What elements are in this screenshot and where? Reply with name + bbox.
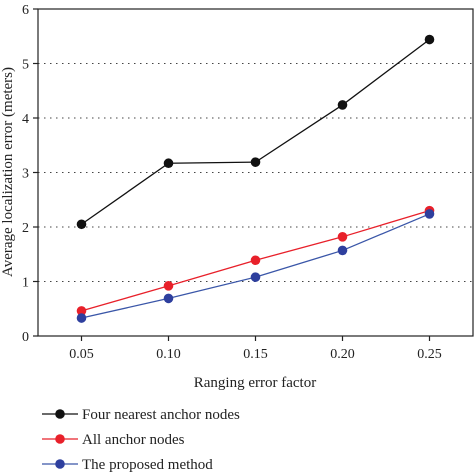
x-tick-label: 0.10 [156,347,181,362]
data-point [250,157,261,167]
data-point [76,313,87,323]
data-point [337,232,348,242]
legend: Four nearest anchor nodes All anchor node… [42,407,240,473]
series-0 [76,34,435,230]
legend-label: Four nearest anchor nodes [82,407,240,423]
x-tick-label: 0.20 [330,347,355,362]
legend-marker [55,434,65,444]
y-tick-label: 5 [22,58,29,73]
data-point [163,281,174,291]
y-tick-label: 3 [22,167,29,182]
x-axis-label: Ranging error factor [194,375,316,391]
data-point [250,255,261,266]
series [76,34,435,323]
y-tick-label: 0 [22,330,29,345]
data-point [424,209,435,219]
legend-item: Four nearest anchor nodes [42,407,240,423]
x-tick-label: 0.05 [69,347,94,362]
legend-item: All anchor nodes [42,432,185,448]
y-tick-label: 4 [22,112,29,127]
series-line [81,39,430,225]
y-tick-label: 6 [22,3,29,18]
y-tick-label: 2 [22,221,29,236]
gridlines [38,8,473,283]
x-ticks: 0.05 0.10 0.15 0.20 0.25 [69,336,442,362]
data-point [76,219,87,230]
y-axis-label: Average localization error (meters) [0,67,16,277]
data-point [163,158,174,169]
data-point [76,306,87,316]
legend-item: The proposed method [42,457,213,473]
data-point [337,245,348,256]
data-point [163,293,174,304]
y-ticks: 0 1 2 3 4 5 6 [22,3,38,345]
y-tick-label: 1 [22,276,29,291]
legend-marker [55,459,65,469]
series-1 [76,205,435,316]
series-line [81,213,430,319]
data-point [250,272,261,282]
legend-label: The proposed method [82,457,213,473]
series-2 [76,209,435,323]
legend-label: All anchor nodes [82,432,185,448]
x-tick-label: 0.15 [243,347,268,362]
data-point [337,100,348,110]
data-point [424,34,435,45]
x-tick-label: 0.25 [417,347,442,362]
legend-marker [55,409,65,419]
